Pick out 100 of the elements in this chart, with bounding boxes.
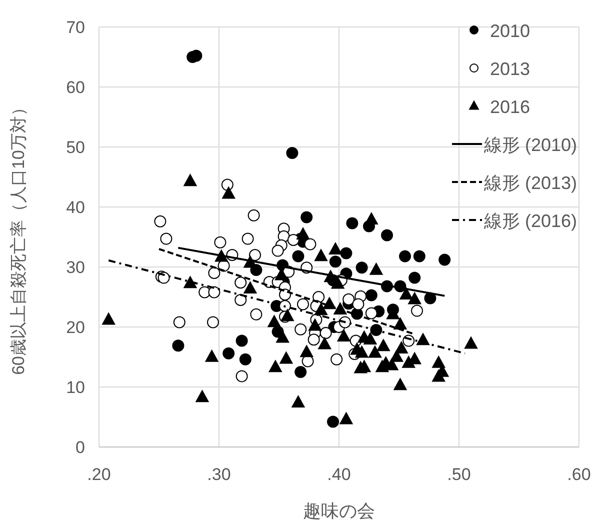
point xyxy=(337,330,350,342)
point xyxy=(390,350,404,362)
point xyxy=(365,289,378,302)
point xyxy=(160,232,172,245)
point xyxy=(346,217,358,230)
point xyxy=(356,262,368,274)
legend-label: 線形 (2016) xyxy=(483,211,578,231)
y-tick-label: 40 xyxy=(66,198,85,217)
point xyxy=(236,334,248,347)
point xyxy=(364,332,377,344)
point xyxy=(300,345,314,358)
point xyxy=(340,247,352,260)
x-tick-label: .40 xyxy=(327,465,351,484)
point xyxy=(318,337,332,350)
legend-label: 2013 xyxy=(490,59,530,79)
point xyxy=(292,396,305,408)
point xyxy=(438,254,451,266)
point xyxy=(354,361,368,374)
point xyxy=(280,352,293,364)
point xyxy=(294,323,307,336)
point xyxy=(355,346,368,358)
point xyxy=(236,370,248,382)
point xyxy=(205,350,218,362)
point xyxy=(196,390,209,402)
point xyxy=(394,378,407,390)
legend-label: 2010 xyxy=(490,21,530,41)
y-tick-label: 0 xyxy=(76,438,85,457)
x-tick-label: .20 xyxy=(87,465,111,484)
y-tick-label: 70 xyxy=(66,18,85,37)
point xyxy=(308,334,320,346)
point xyxy=(411,304,423,317)
x-axis-title: 趣味の会 xyxy=(303,501,375,521)
point xyxy=(250,308,262,320)
point xyxy=(464,336,478,349)
point xyxy=(184,174,197,186)
point xyxy=(330,353,343,366)
point xyxy=(221,178,234,191)
point xyxy=(376,360,389,372)
point xyxy=(399,250,411,262)
point xyxy=(208,267,220,279)
point xyxy=(102,312,116,325)
x-tick-label: .30 xyxy=(207,465,231,484)
point xyxy=(408,272,421,284)
y-tick-label: 10 xyxy=(66,378,85,397)
point xyxy=(222,186,236,199)
point xyxy=(242,232,254,245)
point xyxy=(327,416,339,428)
point xyxy=(385,358,398,370)
point xyxy=(352,298,364,310)
point xyxy=(268,360,282,372)
y-tick-label: 30 xyxy=(66,258,85,277)
point xyxy=(413,250,426,262)
point xyxy=(365,307,378,320)
point xyxy=(394,342,408,354)
point xyxy=(394,318,407,330)
point xyxy=(331,276,344,289)
point xyxy=(328,242,342,254)
point xyxy=(364,212,378,224)
point xyxy=(173,316,186,328)
x-tick-label: .60 xyxy=(567,465,591,484)
y-tick-label: 60 xyxy=(66,78,85,97)
legend-label: 線形 (2010) xyxy=(483,135,578,155)
point xyxy=(300,211,313,224)
point xyxy=(244,282,257,294)
point xyxy=(296,228,310,240)
x-tick-label: .50 xyxy=(447,465,471,484)
point xyxy=(292,250,304,262)
legend-label: 2016 xyxy=(490,97,530,117)
point xyxy=(376,339,390,352)
point xyxy=(276,330,290,343)
point xyxy=(280,309,294,322)
point xyxy=(381,229,393,242)
y-axis-title: 60歳以上自殺死亡率（人口10万対） xyxy=(9,99,28,375)
point xyxy=(184,276,197,288)
point xyxy=(154,215,166,228)
y-tick-label: 20 xyxy=(66,318,85,337)
point xyxy=(286,147,298,159)
point xyxy=(408,292,422,304)
point xyxy=(297,298,309,310)
point xyxy=(294,366,307,378)
y-tick-label: 50 xyxy=(66,138,85,157)
point xyxy=(314,303,328,316)
point xyxy=(308,318,322,331)
point xyxy=(172,340,184,352)
point xyxy=(368,346,382,358)
legend-label: 線形 (2013) xyxy=(483,173,578,193)
point xyxy=(329,256,342,268)
point xyxy=(272,244,284,257)
point xyxy=(432,370,446,382)
point xyxy=(234,276,247,289)
point xyxy=(304,238,316,250)
point xyxy=(208,286,220,298)
point xyxy=(370,262,383,275)
point xyxy=(432,356,446,368)
point xyxy=(268,315,281,328)
point xyxy=(400,288,413,300)
point xyxy=(342,293,355,306)
point xyxy=(340,412,353,424)
point xyxy=(214,236,226,248)
point xyxy=(314,249,328,262)
